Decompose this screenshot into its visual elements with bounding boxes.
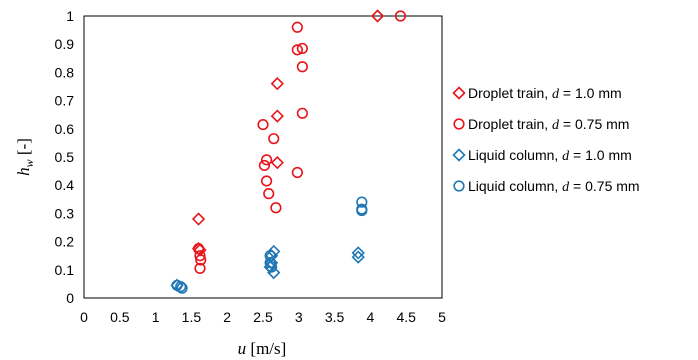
x-tick-label: 1.5 xyxy=(182,309,202,325)
legend-label: Droplet train, d = 1.0 mm xyxy=(468,85,622,102)
circle-point xyxy=(195,254,207,266)
legend-text: = 1.0 mm xyxy=(559,85,622,101)
x-tick-label: 2 xyxy=(223,309,231,325)
legend-label: Droplet train, d = 0.75 mm xyxy=(468,116,629,133)
series-1 xyxy=(192,10,407,274)
legend-label: Liquid column, d = 1.0 mm xyxy=(468,147,632,164)
x-tick-label: 0 xyxy=(80,309,88,325)
legend-entry: Droplet train, d = 0.75 mm xyxy=(453,116,629,133)
legend-marker xyxy=(452,86,466,100)
plot-frame xyxy=(83,15,443,299)
circle-point xyxy=(194,262,206,274)
y-axis-unit: [-] xyxy=(14,138,33,159)
circle-point xyxy=(394,10,407,22)
y-tick-label: 0.7 xyxy=(55,93,75,109)
legend-text: Liquid column, xyxy=(468,147,562,163)
legend-text: Droplet train, xyxy=(468,85,552,101)
axes xyxy=(83,15,443,299)
y-axis-var: h xyxy=(14,167,33,176)
data-points xyxy=(170,9,407,294)
diamond-point xyxy=(270,109,284,123)
legend-text: Liquid column, xyxy=(468,178,562,194)
y-axis-sub: w xyxy=(22,159,36,167)
circle-point xyxy=(258,159,271,172)
x-tick-label: 5 xyxy=(438,309,446,325)
circle-point xyxy=(260,175,273,187)
x-axis-unit: [m/s] xyxy=(246,339,286,358)
diamond-point xyxy=(351,246,365,260)
y-axis-label: hw [-] xyxy=(14,138,36,176)
x-tick-label: 2.5 xyxy=(253,309,273,325)
legend-text: = 1.0 mm xyxy=(569,147,632,163)
legend-var: d xyxy=(562,180,570,195)
circle-point xyxy=(291,166,303,179)
x-tick-label: 3 xyxy=(295,309,303,325)
y-tick-label: 0 xyxy=(66,290,74,306)
circle-point xyxy=(176,282,188,294)
circle-point xyxy=(356,204,368,217)
circle-point xyxy=(296,107,308,119)
x-tick-label: 1 xyxy=(152,309,160,325)
circle-point xyxy=(263,188,275,200)
series-3 xyxy=(171,196,368,294)
legend-entry: Liquid column, d = 0.75 mm xyxy=(453,178,640,195)
y-tick-label: 0.2 xyxy=(55,234,75,250)
x-tick-label: 3.5 xyxy=(325,309,345,325)
x-axis-label: u [m/s] xyxy=(238,339,287,358)
x-tick-label: 0.5 xyxy=(110,309,130,325)
circle-point xyxy=(296,61,308,73)
legend-var: d xyxy=(562,149,570,164)
circle-point xyxy=(268,133,280,145)
legend-entry: Droplet train, d = 1.0 mm xyxy=(452,85,622,102)
legend-text: Droplet train, xyxy=(468,116,552,132)
x-axis-var: u xyxy=(238,339,247,358)
y-tick-label: 0.9 xyxy=(55,36,75,52)
legend-marker xyxy=(452,148,466,162)
circle-point xyxy=(257,118,269,131)
y-tick-labels: 0 0.1 0.2 0.3 0.4 0.5 0.6 0.7 0.8 0.9 1 xyxy=(55,8,75,306)
y-tick-label: 0.6 xyxy=(55,121,75,137)
legend-entry: Liquid column, d = 1.0 mm xyxy=(452,147,632,164)
circle-point xyxy=(175,281,187,293)
diamond-point xyxy=(267,265,281,280)
x-tick-labels: 0 0.5 1 1.5 2 2.5 3 3.5 4 4.5 5 xyxy=(80,309,446,325)
y-tick-label: 0.8 xyxy=(55,64,75,80)
diamond-point xyxy=(191,212,206,226)
legend-var: d xyxy=(552,87,560,102)
diamond-point xyxy=(270,77,284,91)
x-tick-label: 4.5 xyxy=(396,309,416,325)
legend-var: d xyxy=(552,118,560,133)
circle-point xyxy=(291,44,303,56)
legend-text: = 0.75 mm xyxy=(569,178,639,194)
legend-text: = 0.75 mm xyxy=(559,116,629,132)
legend-label: Liquid column, d = 0.75 mm xyxy=(468,178,640,195)
circle-point xyxy=(291,21,303,33)
legend-marker xyxy=(453,180,465,192)
x-tick-label: 4 xyxy=(367,309,375,325)
y-tick-label: 1 xyxy=(66,8,74,24)
y-tick-label: 0.5 xyxy=(55,149,75,165)
diamond-point xyxy=(267,244,281,259)
circle-point xyxy=(265,261,278,273)
circle-point xyxy=(260,154,273,166)
series-0 xyxy=(191,9,385,257)
diamond-point xyxy=(370,9,385,23)
circle-point xyxy=(296,42,308,55)
diamond-point xyxy=(270,156,284,170)
y-tick-label: 0.1 xyxy=(55,262,75,278)
circle-point xyxy=(356,196,368,208)
diamond-point xyxy=(351,250,365,264)
y-tick-label: 0.3 xyxy=(55,205,75,221)
circle-point xyxy=(194,250,206,262)
legend-marker xyxy=(453,118,465,130)
circle-point xyxy=(270,202,282,214)
y-tick-label: 0.4 xyxy=(55,177,75,193)
circle-point xyxy=(192,243,205,255)
circle-point xyxy=(264,250,276,262)
